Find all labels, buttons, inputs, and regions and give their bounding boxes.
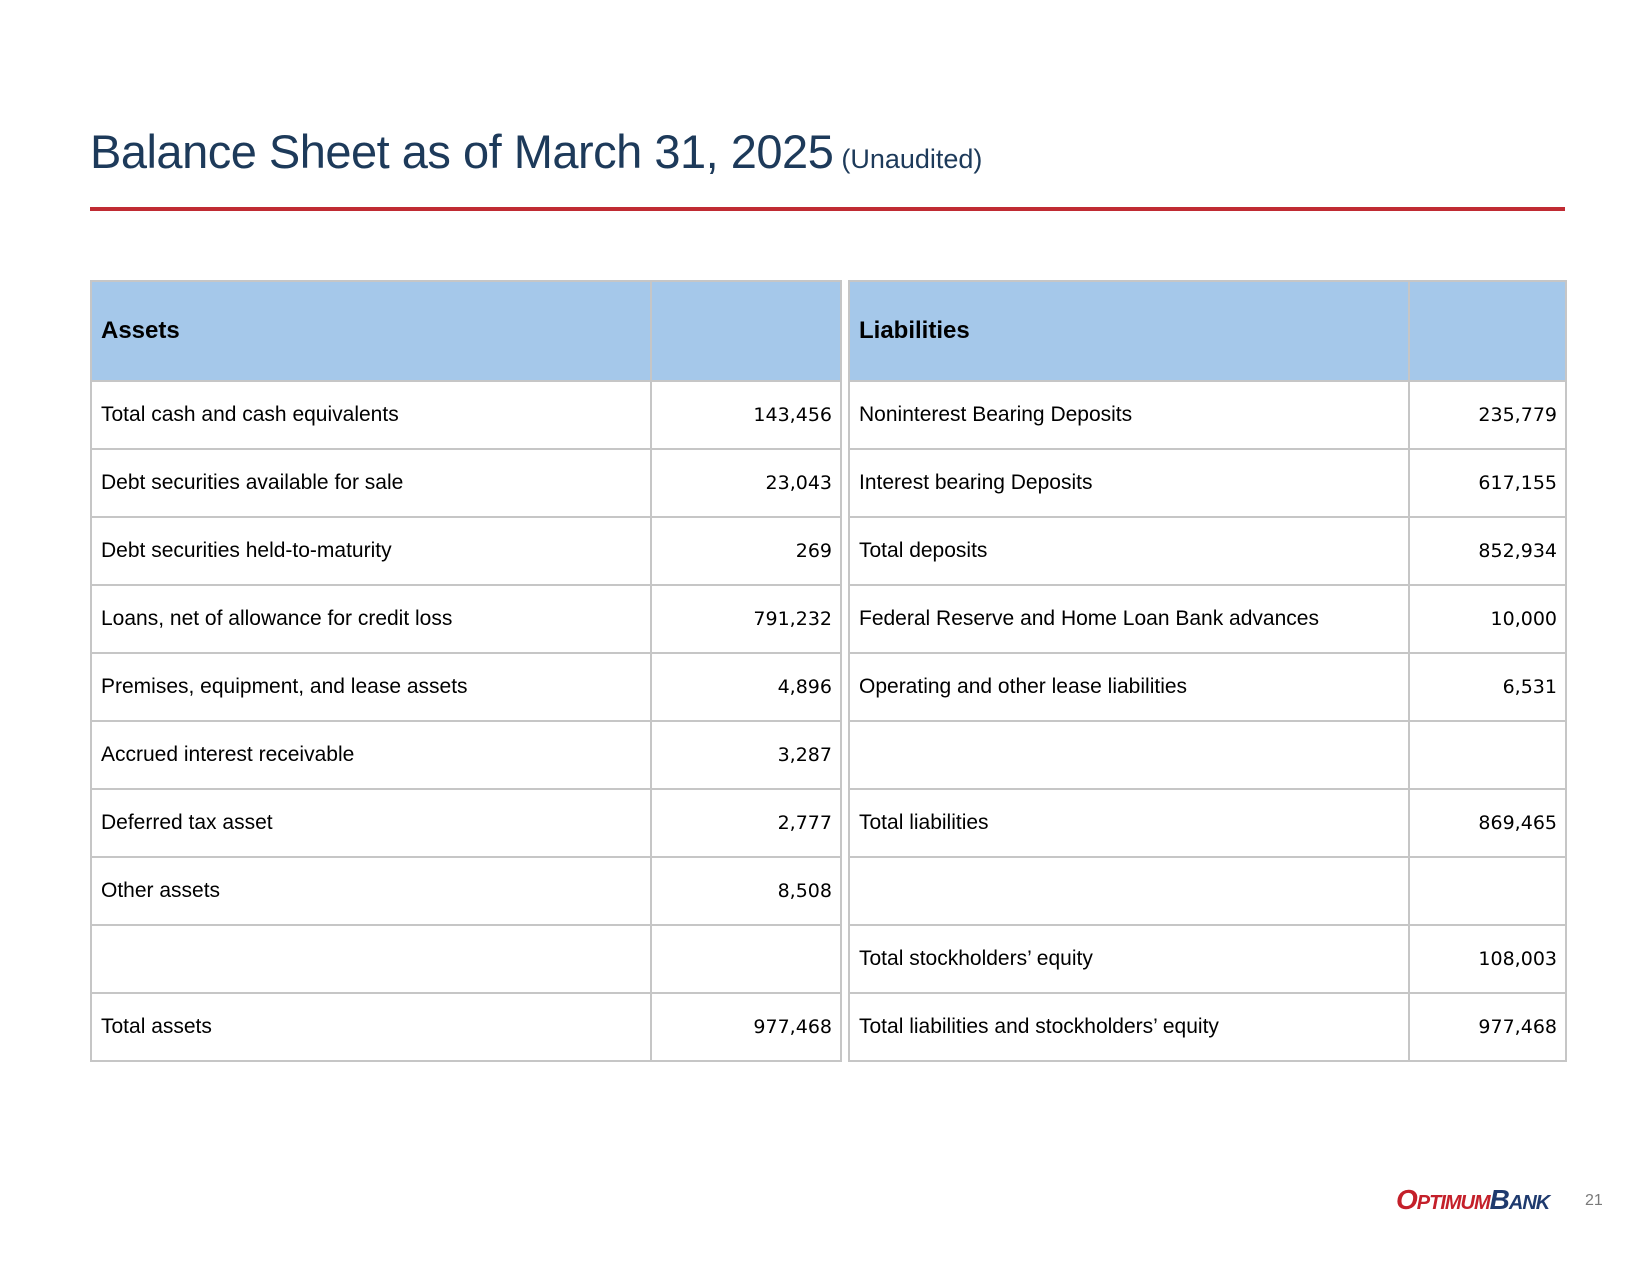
row-value: 6,531 — [1408, 652, 1567, 722]
assets-header-label: Assets — [90, 280, 652, 382]
row-label: Total stockholders’ equity — [848, 924, 1410, 994]
row-value: 852,934 — [1408, 516, 1567, 586]
row-value: 8,508 — [650, 856, 842, 926]
table-row — [848, 856, 1567, 926]
table-row: Operating and other lease liabilities 6,… — [848, 652, 1567, 722]
row-value: 617,155 — [1408, 448, 1567, 518]
row-value: 791,232 — [650, 584, 842, 654]
table-row: Total deposits 852,934 — [848, 516, 1567, 586]
table-row: Debt securities held-to-maturity 269 — [90, 516, 842, 586]
row-value: 108,003 — [1408, 924, 1567, 994]
row-label: Total assets — [90, 992, 652, 1062]
row-value: 4,896 — [650, 652, 842, 722]
table-row: Debt securities available for sale 23,04… — [90, 448, 842, 518]
row-label: Total cash and cash equivalents — [90, 380, 652, 450]
row-value: 23,043 — [650, 448, 842, 518]
row-value — [1408, 720, 1567, 790]
row-label — [848, 856, 1410, 926]
table-row: Accrued interest receivable 3,287 — [90, 720, 842, 790]
table-row: Total stockholders’ equity 108,003 — [848, 924, 1567, 994]
table-row — [848, 720, 1567, 790]
page-title-text: Balance Sheet as of March 31, 2025 — [90, 125, 834, 178]
table-row: Total cash and cash equivalents 143,456 — [90, 380, 842, 450]
page-title-suffix: (Unaudited) — [841, 144, 983, 174]
row-label: Total deposits — [848, 516, 1410, 586]
table-row: Total liabilities and stockholders’ equi… — [848, 992, 1567, 1062]
row-value: 977,468 — [650, 992, 842, 1062]
liabilities-header-label: Liabilities — [848, 280, 1410, 382]
row-label: Deferred tax asset — [90, 788, 652, 858]
row-label: Loans, net of allowance for credit loss — [90, 584, 652, 654]
row-value: 869,465 — [1408, 788, 1567, 858]
page-title: Balance Sheet as of March 31, 2025 (Unaud… — [90, 124, 982, 179]
table-row: Total liabilities 869,465 — [848, 788, 1567, 858]
title-underline-rule — [90, 207, 1565, 211]
table-row: Noninterest Bearing Deposits 235,779 — [848, 380, 1567, 450]
logo-bank-text: Bank — [1489, 1184, 1551, 1215]
row-value: 269 — [650, 516, 842, 586]
row-label: Total liabilities — [848, 788, 1410, 858]
row-label — [90, 924, 652, 994]
liabilities-header-value — [1408, 280, 1567, 382]
liabilities-header-row: Liabilities — [848, 280, 1567, 382]
logo-optimum-text: Optimum — [1396, 1184, 1491, 1215]
table-row: Interest bearing Deposits 617,155 — [848, 448, 1567, 518]
table-row: Total assets 977,468 — [90, 992, 842, 1062]
assets-header-value — [650, 280, 842, 382]
row-label — [848, 720, 1410, 790]
row-label: Premises, equipment, and lease assets — [90, 652, 652, 722]
row-label: Other assets — [90, 856, 652, 926]
table-row — [90, 924, 842, 994]
table-row: Federal Reserve and Home Loan Bank advan… — [848, 584, 1567, 654]
row-label: Operating and other lease liabilities — [848, 652, 1410, 722]
table-row: Other assets 8,508 — [90, 856, 842, 926]
row-value: 2,777 — [650, 788, 842, 858]
row-label: Noninterest Bearing Deposits — [848, 380, 1410, 450]
row-label: Accrued interest receivable — [90, 720, 652, 790]
page-number: 21 — [1585, 1192, 1603, 1209]
row-label: Total liabilities and stockholders’ equi… — [848, 992, 1410, 1062]
table-row: Loans, net of allowance for credit loss … — [90, 584, 842, 654]
row-value: 10,000 — [1408, 584, 1567, 654]
row-label: Debt securities held-to-maturity — [90, 516, 652, 586]
table-row: Deferred tax asset 2,777 — [90, 788, 842, 858]
optimumbank-logo: OptimumBank — [1396, 1184, 1551, 1216]
row-value: 3,287 — [650, 720, 842, 790]
row-value: 143,456 — [650, 380, 842, 450]
assets-header-row: Assets — [90, 280, 842, 382]
row-value: 977,468 — [1408, 992, 1567, 1062]
row-value: 235,779 — [1408, 380, 1567, 450]
row-label: Federal Reserve and Home Loan Bank advan… — [848, 584, 1410, 654]
row-label: Interest bearing Deposits — [848, 448, 1410, 518]
table-row: Premises, equipment, and lease assets 4,… — [90, 652, 842, 722]
liabilities-table: Liabilities Noninterest Bearing Deposits… — [848, 280, 1567, 1062]
row-value — [650, 924, 842, 994]
row-label: Debt securities available for sale — [90, 448, 652, 518]
assets-table: Assets Total cash and cash equivalents 1… — [90, 280, 842, 1062]
row-value — [1408, 856, 1567, 926]
